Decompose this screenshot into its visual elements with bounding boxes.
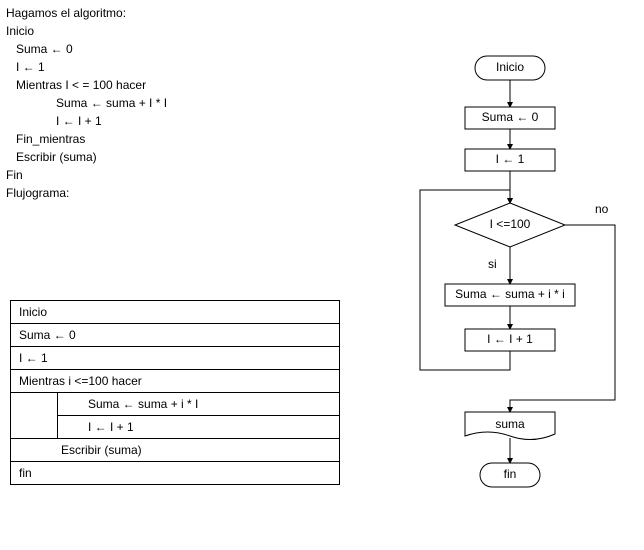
flowchart-node-end: fin [480,463,540,487]
flowchart-node-sumup: Suma ← suma + i * i [445,284,575,306]
pc-line: Mientras I < = 100 hacer [6,76,167,94]
pc-line: I ← I + 1 [6,112,167,130]
svg-text:no: no [595,202,609,216]
pc-line: Suma ← suma + I * I [6,94,167,112]
flowchart-node-suma0: Suma ← 0 [465,107,555,129]
pc-line: Hagamos el algoritmo: [6,4,167,22]
svg-text:I ← 1: I ← 1 [496,152,525,166]
ns-diagram-table: Inicio Suma ← 0 I ← 1 Mientras i <=100 h… [10,300,340,485]
flowchart-edge: si [488,247,510,284]
ns-row: Mientras i <=100 hacer [11,370,340,393]
svg-text:Inicio: Inicio [496,60,524,74]
flowchart-svg: si no Inicio Suma ← 0 I ← 1 I <=100 Suma ← su… [390,0,644,550]
flowchart-node-out: suma [465,412,555,440]
ns-row: Suma ← suma + i * I [58,393,340,416]
ns-row: I ← I + 1 [58,416,340,439]
svg-text:I ← I + 1: I ← I + 1 [487,332,533,346]
ns-row: fin [11,462,340,485]
flowchart-node-incr: I ← I + 1 [465,329,555,351]
pc-line: Fin_mientras [6,130,167,148]
svg-text:si: si [488,257,497,271]
flowchart-node-i1: I ← 1 [465,149,555,171]
svg-text:I <=100: I <=100 [490,217,531,231]
pc-line: Escribir (suma) [6,148,167,166]
ns-loop-gutter [11,393,58,439]
pc-line: Flujograma: [6,184,167,202]
pc-line: I ← 1 [6,58,167,76]
flowchart-node-start: Inicio [475,56,545,80]
ns-row: Inicio [11,301,340,324]
ns-row: Suma ← 0 [11,324,340,347]
ns-row: I ← 1 [11,347,340,370]
svg-text:fin: fin [504,467,517,481]
pc-line: Inicio [6,22,167,40]
pseudocode-block: Hagamos el algoritmo: Inicio Suma ← 0 I … [6,4,167,202]
pc-line: Suma ← 0 [6,40,167,58]
pc-line: Fin [6,166,167,184]
svg-text:Suma ← suma + i * i: Suma ← suma + i * i [455,287,565,301]
ns-row: Escribir (suma) [11,439,340,462]
svg-text:Suma ← 0: Suma ← 0 [482,110,539,124]
svg-text:suma: suma [495,417,525,431]
flowchart-node-cond: I <=100 [455,203,565,247]
